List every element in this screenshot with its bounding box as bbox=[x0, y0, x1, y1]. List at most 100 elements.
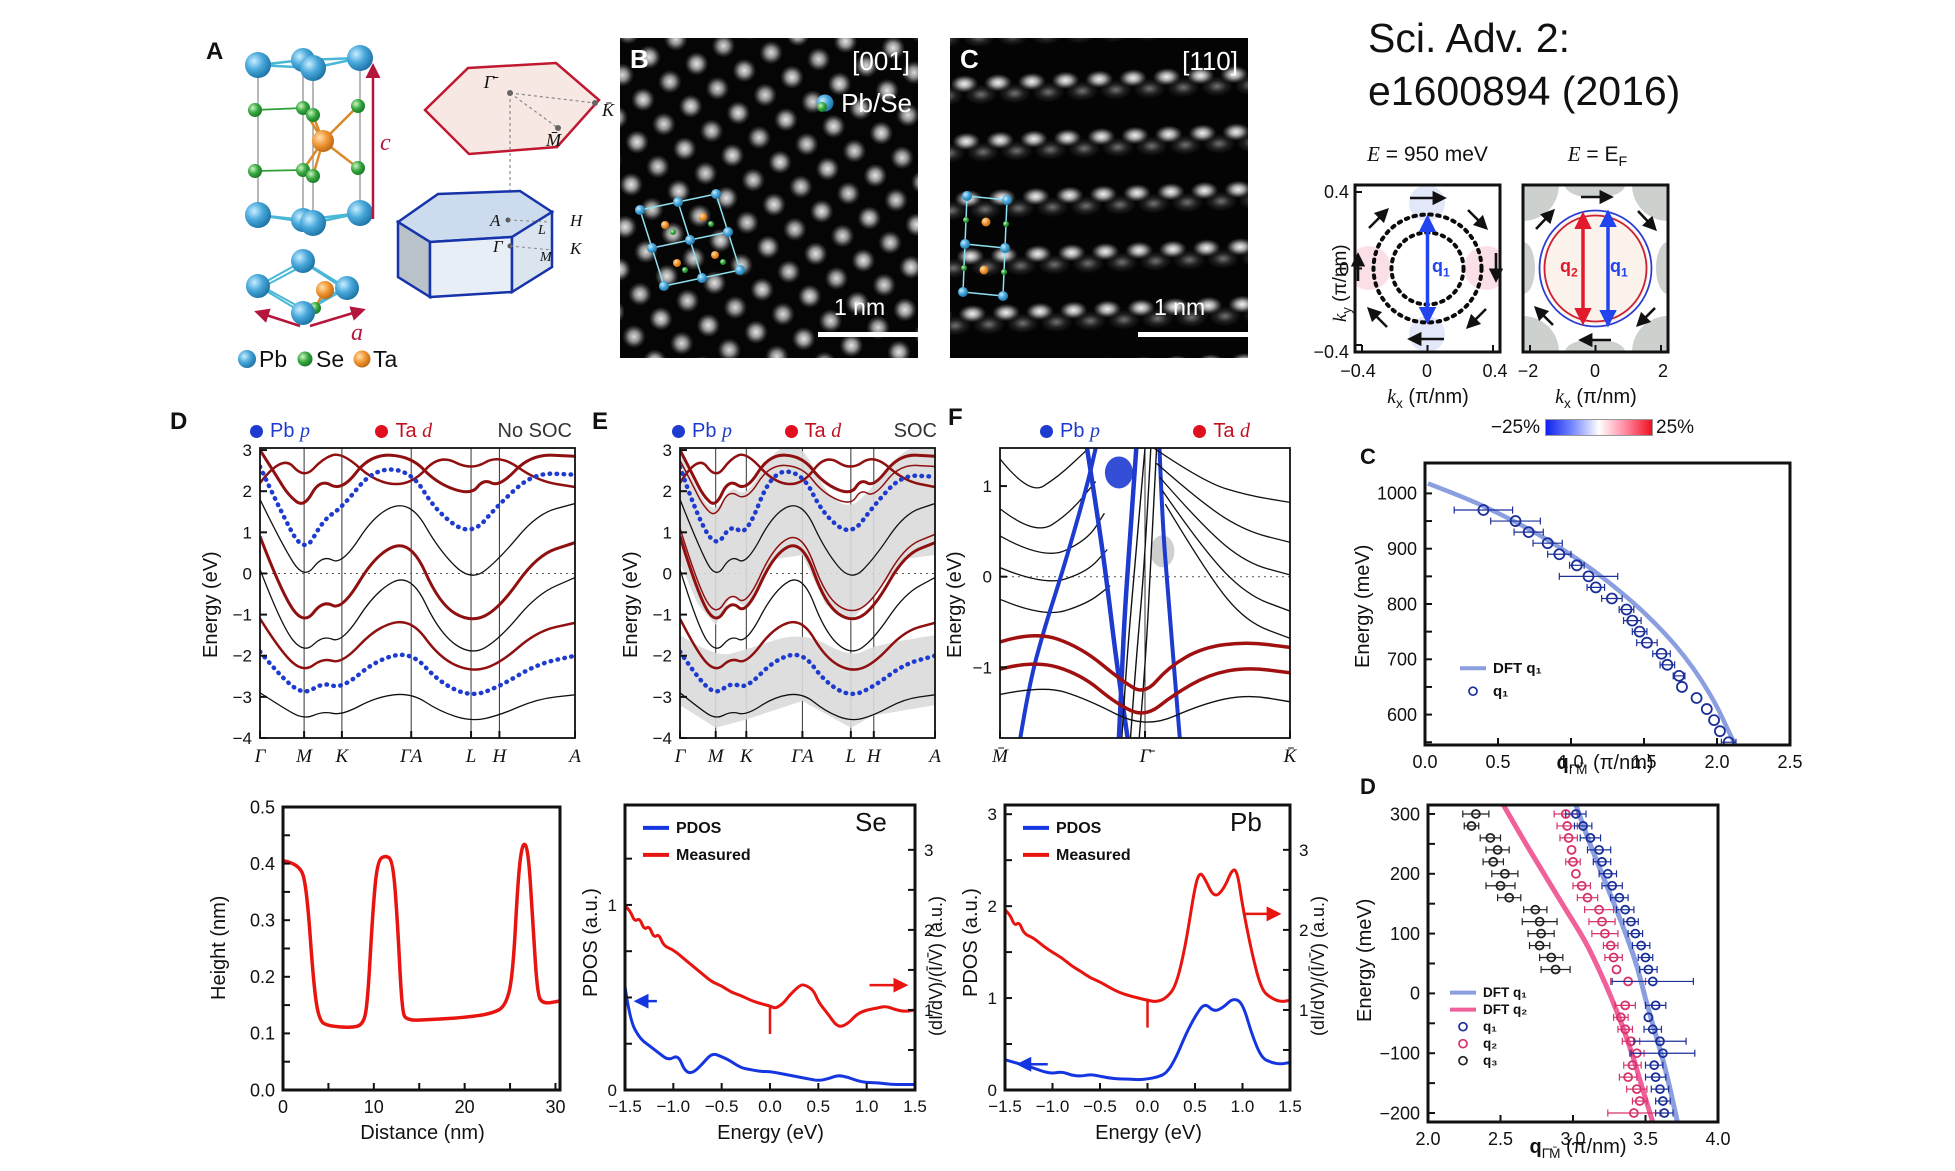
svg-text:1: 1 bbox=[1299, 1001, 1308, 1020]
svg-text:0.4: 0.4 bbox=[250, 854, 275, 874]
panel-label-c-plot: C bbox=[1360, 444, 1376, 469]
se-legend-label: Se bbox=[316, 346, 344, 372]
pb-legend-label: Pb bbox=[259, 346, 287, 372]
svg-text:0: 0 bbox=[1410, 984, 1420, 1004]
svg-text:3.0: 3.0 bbox=[1560, 1129, 1585, 1149]
svg-text:0.0: 0.0 bbox=[1136, 1097, 1160, 1116]
bz-guide-lines-2 bbox=[507, 219, 553, 251]
svg-text:−1.0: −1.0 bbox=[657, 1097, 691, 1116]
svg-text:0: 0 bbox=[988, 1081, 997, 1100]
crystal-structure-diagram: c a Pb Se Ta bbox=[238, 45, 398, 372]
svg-text:−100: −100 bbox=[1379, 1044, 1420, 1064]
svg-text:2: 2 bbox=[924, 921, 933, 940]
k-bar-point bbox=[592, 100, 598, 106]
height-profile-chart: 0 10 20 30 0.5 0.4 0.3 0.2 0.1 0.0 bbox=[250, 797, 566, 1117]
svg-text:4.0: 4.0 bbox=[1705, 1129, 1730, 1149]
m-label: M bbox=[539, 250, 553, 265]
svg-text:H: H bbox=[866, 746, 882, 767]
tick-label: 2 bbox=[1658, 361, 1668, 381]
se-bonds bbox=[254, 107, 304, 172]
svg-text:−1: −1 bbox=[233, 606, 252, 625]
svg-text:−3: −3 bbox=[233, 688, 252, 707]
svg-text:Measured: Measured bbox=[676, 847, 751, 864]
svg-text:700: 700 bbox=[1387, 650, 1417, 670]
soc-flag: SOC bbox=[893, 420, 937, 442]
se-atoms bbox=[248, 99, 365, 183]
svg-text:1.5: 1.5 bbox=[1278, 1097, 1302, 1116]
se-legend-icon bbox=[297, 351, 313, 367]
m-bar-label: M̄ bbox=[545, 130, 562, 150]
colorbar bbox=[1545, 419, 1653, 436]
svg-text:H: H bbox=[492, 746, 508, 767]
energy-mev-axis-label-d: Energy (meV) bbox=[1354, 898, 1376, 1022]
citation: Sci. Adv. 2: e1600894 (2016) bbox=[1368, 12, 1928, 118]
qpi-left-title: E = 950 meV bbox=[1367, 142, 1488, 166]
svg-text:1: 1 bbox=[988, 989, 997, 1008]
svg-text:3.5: 3.5 bbox=[1633, 1129, 1658, 1149]
svg-text:ΓA: ΓA bbox=[790, 746, 814, 767]
svg-text:Pb: Pb bbox=[1230, 807, 1262, 837]
svg-text:Γ: Γ bbox=[254, 746, 267, 767]
pdos-pb-chart: −1.5 −1.0 −0.5 0.0 0.5 1.0 1.5 0 1 2 3 1 2 3 Pb PDOS Mea… bbox=[988, 803, 1308, 1116]
q1-label-right: q1 bbox=[1610, 256, 1628, 280]
tick-label: 0.4 bbox=[1324, 182, 1349, 202]
unit-cell-edges bbox=[257, 58, 361, 223]
bulk-bz-prism bbox=[395, 189, 555, 300]
svg-text:10: 10 bbox=[364, 1097, 384, 1117]
ky-axis-label: ky (π/nm) bbox=[1330, 244, 1354, 322]
svg-text:K: K bbox=[739, 746, 754, 767]
pdos-se-chart: −1.5 −1.0 −0.5 0.0 0.5 1.0 1.5 0 1 1 2 3 Se PDOS Measu… bbox=[608, 803, 933, 1116]
panel-label-c-image: C bbox=[960, 44, 979, 74]
svg-text:0.5: 0.5 bbox=[1485, 752, 1510, 772]
svg-text:q₃: q₃ bbox=[1483, 1053, 1498, 1068]
scalebar-b-label: 1 nm bbox=[834, 294, 886, 320]
pdos-axis-label-se: PDOS (a.u.) bbox=[580, 888, 602, 997]
qpi-dispersion-q1-chart: 0.0 0.5 1.0 1.5 2.0 2.5 1000 900 800 700 600 DFT q₁… bbox=[1377, 461, 1803, 772]
k-label: K bbox=[569, 239, 583, 258]
distance-axis-label: Distance (nm) bbox=[360, 1122, 485, 1144]
k-bar-label: K̄ bbox=[601, 100, 615, 120]
tick-label: 0.4 bbox=[1482, 361, 1507, 381]
qpi-right-ticks bbox=[1529, 345, 1662, 352]
blue-dot-icon bbox=[672, 425, 685, 438]
svg-text:1.5: 1.5 bbox=[903, 1097, 927, 1116]
q-axis-label-c: qΓ̄M̄ (π/nm) bbox=[1556, 752, 1654, 777]
surface-bz-hexagon bbox=[423, 61, 601, 156]
svg-text:−1.5: −1.5 bbox=[988, 1097, 1022, 1116]
panel-label-b: B bbox=[630, 44, 649, 74]
lattice-overlay-110 bbox=[958, 191, 1012, 301]
band-legend-f: Pb p Ta d bbox=[1040, 420, 1250, 443]
svg-text:2: 2 bbox=[1299, 921, 1308, 940]
colorbar-max-label: 25% bbox=[1656, 417, 1695, 438]
legend-pb-p: Pb p bbox=[672, 420, 732, 443]
svg-text:L: L bbox=[465, 746, 477, 767]
svg-text:2.5: 2.5 bbox=[1488, 1129, 1513, 1149]
red-dot-icon bbox=[784, 425, 798, 438]
pb-atom bbox=[335, 276, 359, 300]
pbse-marker: Pb/Se bbox=[815, 88, 912, 119]
svg-text:M̄: M̄ bbox=[991, 746, 1009, 767]
svg-text:Se: Se bbox=[855, 807, 887, 837]
legend-ta-d: Ta d bbox=[1193, 420, 1250, 443]
svg-text:−1: −1 bbox=[653, 606, 672, 625]
qpi-dispersion-ef-chart: 2.0 2.5 3.0 3.5 4.0 300 200 100 0 −100 −200 DFT q₁ D… bbox=[1379, 803, 1731, 1149]
svg-text:PDOS: PDOS bbox=[1056, 820, 1102, 837]
svg-text:2: 2 bbox=[243, 482, 252, 501]
svg-text:−200: −200 bbox=[1379, 1103, 1420, 1123]
svg-text:20: 20 bbox=[455, 1097, 475, 1117]
energy-ev-axis-label-d: Energy (eV) bbox=[200, 551, 222, 658]
svg-text:−4: −4 bbox=[653, 729, 672, 748]
tick-label: −0.4 bbox=[1313, 342, 1349, 362]
svg-text:1: 1 bbox=[243, 523, 252, 542]
svg-text:−2: −2 bbox=[653, 647, 672, 666]
svg-text:3: 3 bbox=[1299, 841, 1308, 860]
pb-atom bbox=[291, 301, 315, 325]
svg-text:1.0: 1.0 bbox=[855, 1097, 879, 1116]
tick-label: 0 bbox=[1339, 259, 1349, 279]
pb-legend-icon bbox=[238, 350, 256, 368]
a-axis-arrow-left bbox=[254, 308, 301, 328]
blue-dot-icon bbox=[250, 425, 263, 438]
pb-atoms-top bbox=[245, 45, 373, 81]
ta-atom bbox=[312, 130, 334, 152]
